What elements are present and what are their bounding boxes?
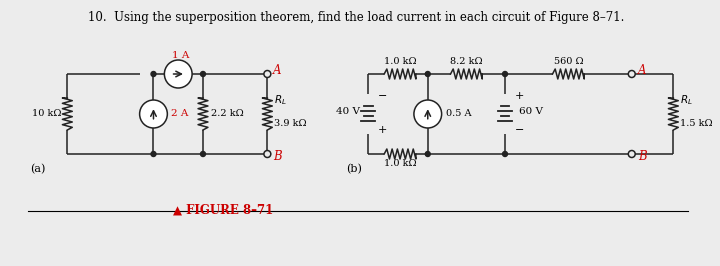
Circle shape <box>503 152 508 156</box>
Circle shape <box>164 60 192 88</box>
Circle shape <box>264 151 271 157</box>
Text: A: A <box>274 64 282 77</box>
Text: 8.2 kΩ: 8.2 kΩ <box>450 57 482 66</box>
Text: 2.2 kΩ: 2.2 kΩ <box>211 110 243 118</box>
Text: 3.9 kΩ: 3.9 kΩ <box>274 119 307 128</box>
Text: 10.  Using the superposition theorem, find the load current in each circuit of F: 10. Using the superposition theorem, fin… <box>89 11 625 24</box>
Text: 1.0 kΩ: 1.0 kΩ <box>384 57 416 66</box>
Text: (b): (b) <box>346 164 362 174</box>
Text: 60 V: 60 V <box>519 107 543 117</box>
Text: 560 Ω: 560 Ω <box>554 57 583 66</box>
Text: (a): (a) <box>30 164 45 174</box>
Circle shape <box>426 152 431 156</box>
Circle shape <box>151 152 156 156</box>
Circle shape <box>414 100 441 128</box>
Text: 1 A: 1 A <box>171 51 189 60</box>
Text: B: B <box>274 151 282 164</box>
Text: +: + <box>378 125 387 135</box>
Text: 2 A: 2 A <box>171 109 189 118</box>
Text: 40 V: 40 V <box>336 107 361 117</box>
Text: 10 kΩ: 10 kΩ <box>32 110 61 118</box>
Text: −: − <box>515 125 524 135</box>
Circle shape <box>200 72 205 77</box>
Text: −: − <box>378 91 387 101</box>
Text: 1.0 kΩ: 1.0 kΩ <box>384 159 416 168</box>
Text: $R_L$: $R_L$ <box>680 93 693 107</box>
Text: +: + <box>515 91 524 101</box>
Circle shape <box>629 70 635 77</box>
Text: A: A <box>638 64 646 77</box>
Circle shape <box>503 72 508 77</box>
Text: $R_L$: $R_L$ <box>274 93 287 107</box>
Circle shape <box>264 70 271 77</box>
Text: ▲ FIGURE 8–71: ▲ FIGURE 8–71 <box>174 204 274 217</box>
Circle shape <box>151 72 156 77</box>
Circle shape <box>140 100 167 128</box>
Circle shape <box>629 151 635 157</box>
Text: 1.5 kΩ: 1.5 kΩ <box>680 119 713 128</box>
Text: 0.5 A: 0.5 A <box>446 109 471 118</box>
Text: B: B <box>638 151 647 164</box>
Circle shape <box>426 72 431 77</box>
Circle shape <box>200 152 205 156</box>
